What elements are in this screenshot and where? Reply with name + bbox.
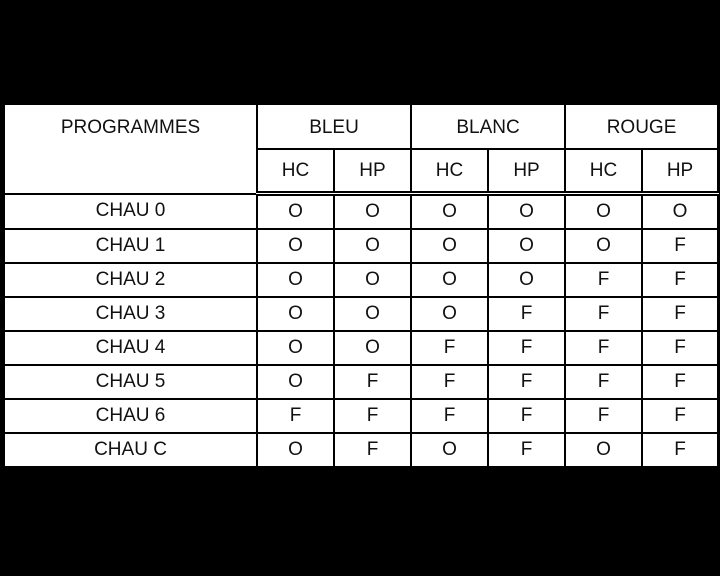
row-label: CHAU 5 [3,364,258,400]
header-blanc: BLANC [410,103,567,150]
subheader-hp: HP [332,148,413,196]
cell-value: O [410,262,490,298]
cell-value: O [256,296,335,332]
subheader-hc: HC [256,148,335,196]
cell-value: O [332,228,413,264]
cell-value: O [332,192,413,230]
cell-value: F [641,364,720,400]
cell-value: F [410,330,490,366]
cell-value: O [564,228,644,264]
cell-value: F [564,296,644,332]
cell-value: O [487,228,567,264]
cell-value: F [641,398,720,434]
cell-value: F [487,296,567,332]
cell-value: F [641,228,720,264]
cell-value: F [564,398,644,434]
cell-value: O [256,330,335,366]
header-rouge: ROUGE [564,103,720,150]
cell-value: O [410,228,490,264]
cell-value: F [564,330,644,366]
cell-value: O [256,262,335,298]
cell-value: O [332,262,413,298]
cell-value: F [641,330,720,366]
cell-value: F [564,364,644,400]
cell-value: O [332,296,413,332]
cell-value: O [410,296,490,332]
row-label: CHAU 0 [3,192,258,230]
header-bleu: BLEU [255,103,413,150]
cell-value: F [332,398,413,434]
cell-value: F [332,364,413,400]
cell-value: F [564,262,644,298]
row-label: CHAU C [3,432,258,468]
subheader-hc: HC [564,148,644,196]
cell-value: F [256,398,335,434]
cell-value: O [332,330,413,366]
row-label: CHAU 4 [3,330,258,366]
programmes-table: PROGRAMMES BLEU BLANC ROUGE HC HP HC HP … [3,103,720,468]
row-label: CHAU 2 [3,262,258,298]
cell-value: F [641,432,720,468]
cell-value: O [256,364,335,400]
header-programmes: PROGRAMMES [3,103,258,195]
cell-value: O [487,192,567,230]
row-label: CHAU 3 [3,296,258,332]
cell-value: O [564,432,644,468]
cell-value: F [410,398,490,434]
cell-value: F [487,398,567,434]
row-label: CHAU 1 [3,228,258,264]
cell-value: O [256,228,335,264]
subheader-hp: HP [641,148,720,196]
cell-value: F [487,432,567,468]
cell-value: F [332,432,413,468]
cell-value: O [410,432,490,468]
row-label: CHAU 6 [3,398,258,434]
cell-value: O [641,192,720,230]
cell-value: F [641,296,720,332]
cell-value: O [256,192,335,230]
cell-value: F [487,330,567,366]
subheader-hc: HC [410,148,490,196]
cell-value: O [564,192,644,230]
subheader-hp: HP [487,148,567,196]
cell-value: O [256,432,335,468]
cell-value: F [641,262,720,298]
cell-value: O [410,192,490,230]
cell-value: O [487,262,567,298]
cell-value: F [410,364,490,400]
cell-value: F [487,364,567,400]
